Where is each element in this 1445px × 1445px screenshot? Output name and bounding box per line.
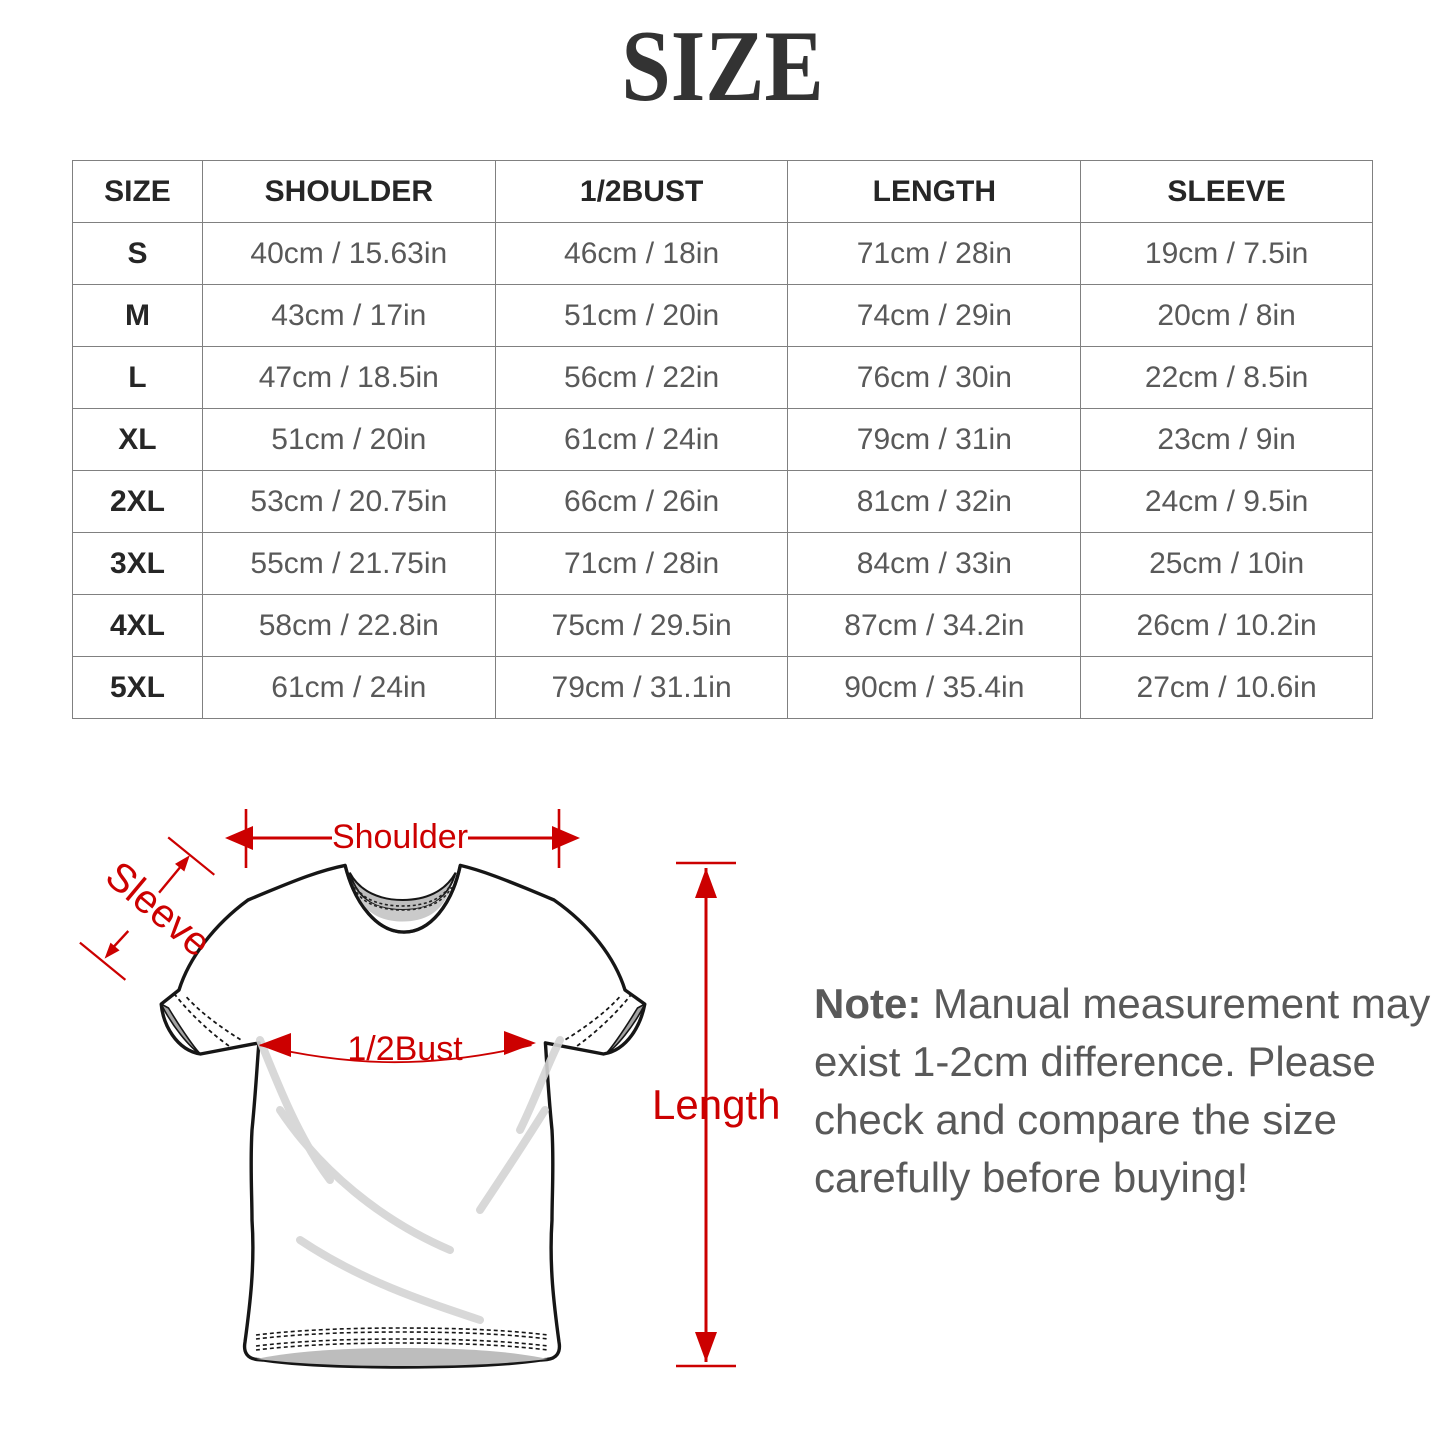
svg-text:Length: Length (652, 1081, 780, 1128)
svg-text:1/2Bust: 1/2Bust (347, 1030, 463, 1068)
svg-text:Shoulder: Shoulder (332, 818, 468, 856)
